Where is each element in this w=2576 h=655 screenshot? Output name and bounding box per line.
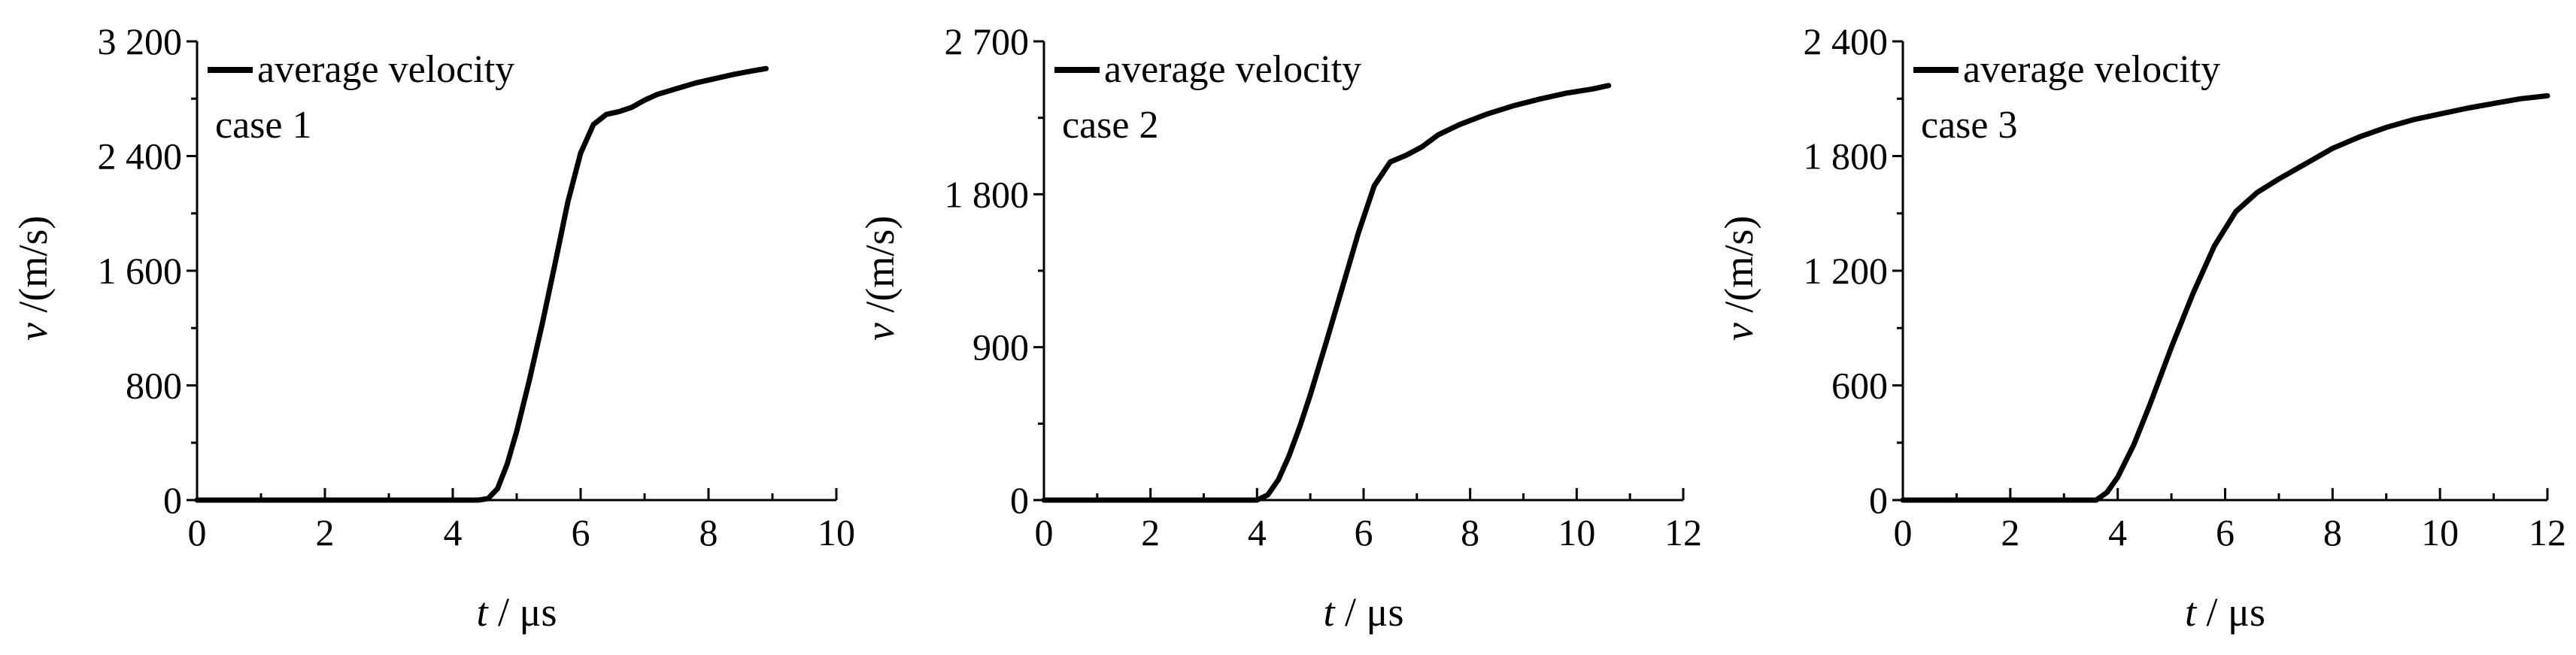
series-case-1 xyxy=(194,65,769,503)
y-tick-label: 2 700 xyxy=(945,20,1030,62)
y-axis-var: v xyxy=(11,323,56,341)
legend-case-3: average velocity case 3 xyxy=(1913,48,2220,147)
x-tick-label: 2 xyxy=(1141,511,1160,553)
y-axis-var: v xyxy=(857,323,903,341)
x-tick-label: 10 xyxy=(2421,511,2459,553)
y-axis-label: v /(m/s) xyxy=(857,216,903,341)
series-average-velocity-line xyxy=(194,65,769,503)
case-annotation: case 1 xyxy=(215,104,311,147)
legend-label: average velocity xyxy=(1963,48,2220,91)
x-tick-label: 4 xyxy=(2108,511,2127,553)
chart-panel-case-1: 0 2 4 6 8 10 0 800 1 600 2 400 3 200 average veloc… xyxy=(11,20,855,635)
x-axis-var: t xyxy=(2185,590,2198,635)
y-axis-unit: /(m/s) xyxy=(11,216,56,323)
legend-label: average velocity xyxy=(1104,48,1361,91)
x-tick-label: 8 xyxy=(699,511,718,553)
x-axis-var: t xyxy=(1324,590,1337,635)
y-tick-label: 2 400 xyxy=(98,135,183,177)
y-tick-label: 2 400 xyxy=(1804,20,1889,62)
x-tick-label: 6 xyxy=(572,511,590,553)
y-tick-label: 0 xyxy=(1869,479,1888,521)
y-axis-var: v xyxy=(1716,323,1761,341)
x-tick-label: 0 xyxy=(188,511,207,553)
x-tick-label: 12 xyxy=(1664,511,1702,553)
y-tick-label: 900 xyxy=(972,326,1029,368)
y-tick-label: 1 800 xyxy=(1804,135,1889,177)
x-axis-label: t / μs xyxy=(1324,590,1404,635)
series-average-velocity-line xyxy=(1900,92,2550,503)
x-tick-label: 8 xyxy=(1461,511,1479,553)
x-tick-label: 2 xyxy=(316,511,335,553)
x-tick-label: 2 xyxy=(2001,511,2019,553)
x-tick-label: 0 xyxy=(1035,511,1054,553)
ticks-case-1: 0 2 4 6 8 10 0 800 1 600 2 400 3 200 xyxy=(98,20,856,553)
y-axis-label: v /(m/s) xyxy=(11,216,56,341)
legend-case-2: average velocity case 2 xyxy=(1054,48,1361,147)
y-tick-label: 3 200 xyxy=(98,20,183,62)
x-tick-label: 10 xyxy=(1558,511,1595,553)
y-tick-label: 1 800 xyxy=(945,173,1030,215)
x-tick-label: 12 xyxy=(2529,511,2566,553)
y-axis-unit: /(m/s) xyxy=(857,216,903,323)
x-axis-var: t xyxy=(477,590,490,635)
y-axis-unit: /(m/s) xyxy=(1716,216,1761,323)
x-tick-label: 6 xyxy=(2216,511,2235,553)
x-axis-label: t / μs xyxy=(477,590,557,635)
y-axis-label: v /(m/s) xyxy=(1716,216,1761,341)
legend-label: average velocity xyxy=(257,48,514,91)
y-tick-label: 1 200 xyxy=(1804,250,1889,292)
ticks-case-2: 0 2 4 6 8 10 12 0 900 1 800 2 700 xyxy=(945,20,1703,553)
series-case-2 xyxy=(1041,83,1612,503)
x-tick-label: 4 xyxy=(1248,511,1267,553)
x-tick-label: 10 xyxy=(818,511,855,553)
x-axis-unit: / μs xyxy=(1335,590,1404,635)
x-tick-label: 4 xyxy=(444,511,463,553)
x-tick-label: 6 xyxy=(1355,511,1373,553)
x-axis-unit: / μs xyxy=(488,590,557,635)
y-tick-label: 1 600 xyxy=(98,250,183,292)
y-tick-label: 600 xyxy=(1831,365,1888,407)
y-tick-label: 0 xyxy=(163,479,182,521)
legend-case-1: average velocity case 1 xyxy=(208,48,514,147)
y-tick-label: 800 xyxy=(126,365,182,407)
ticks-case-3: 0 2 4 6 8 10 12 0 600 1 200 1 800 2 400 xyxy=(1804,20,2567,553)
chart-panel-case-3: 0 2 4 6 8 10 12 0 600 1 200 1 800 2 400 average vel… xyxy=(1716,20,2566,635)
x-axis-label: t / μs xyxy=(2185,590,2265,635)
case-annotation: case 3 xyxy=(1921,104,2017,147)
x-tick-label: 0 xyxy=(1894,511,1913,553)
case-annotation: case 2 xyxy=(1062,104,1158,147)
chart-panel-case-2: 0 2 4 6 8 10 12 0 900 1 800 2 700 average velocity… xyxy=(857,20,1702,635)
x-axis-unit: / μs xyxy=(2196,590,2265,635)
series-average-velocity-line xyxy=(1041,83,1612,503)
y-tick-label: 0 xyxy=(1010,479,1029,521)
x-tick-label: 8 xyxy=(2323,511,2342,553)
series-case-3 xyxy=(1900,92,2550,503)
